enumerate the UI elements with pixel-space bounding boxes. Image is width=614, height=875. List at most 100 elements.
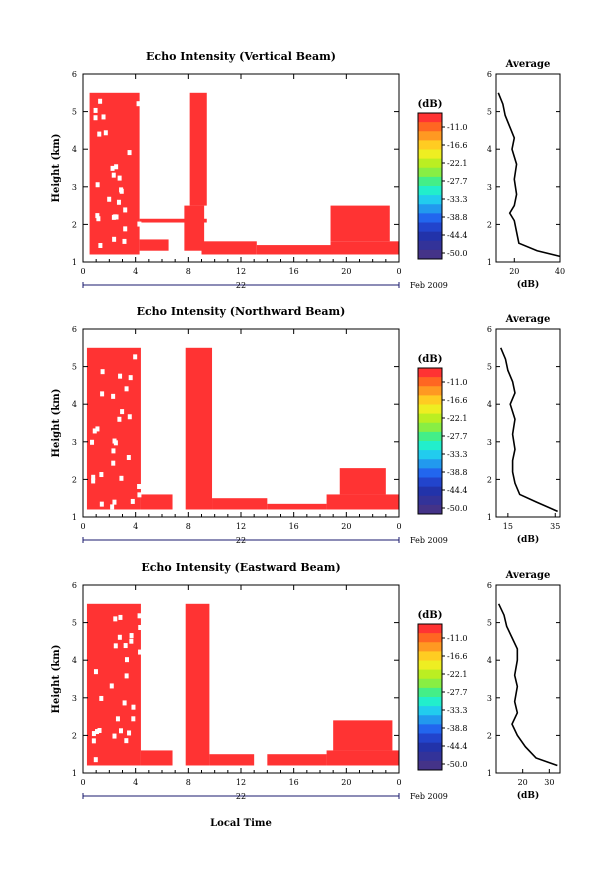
- colorbar-unit: (dB): [418, 99, 443, 110]
- colorbar-segment: [418, 176, 442, 187]
- y-tick-label: 1: [72, 513, 77, 522]
- echo-block: [185, 603, 210, 766]
- average-y-tick-label: 5: [487, 619, 492, 628]
- echo-gaps: [90, 354, 142, 510]
- average-title: Average: [505, 59, 551, 70]
- echo-gap: [128, 375, 133, 381]
- colorbar-segment: [418, 651, 442, 661]
- echo-gap: [98, 243, 103, 249]
- average-y-tick-label: 2: [487, 475, 492, 484]
- echo-gap: [93, 757, 98, 763]
- colorbar-label: -11.0: [447, 378, 468, 387]
- colorbar-label: -27.7: [447, 177, 468, 186]
- colorbar-label: -11.0: [447, 123, 468, 132]
- y-tick-label: 3: [72, 183, 77, 192]
- colorbar-segment: [418, 459, 442, 469]
- echo-gap: [113, 616, 118, 622]
- y-tick-label: 4: [72, 145, 77, 154]
- echo-gap: [100, 369, 105, 375]
- y-tick-label: 1: [72, 769, 77, 778]
- average-x-tick-label: 30: [544, 778, 554, 787]
- panel-title: Echo Intensity (Vertical Beam): [146, 50, 336, 63]
- colorbar-segment: [418, 131, 442, 141]
- colorbar-unit: (dB): [418, 610, 443, 621]
- echo-gap: [111, 172, 116, 178]
- echo-gap: [122, 238, 127, 244]
- y-tick-label: 2: [72, 220, 77, 229]
- echo-gap: [131, 716, 136, 722]
- echo-gap: [123, 207, 128, 213]
- colorbar-segment: [418, 167, 442, 178]
- colorbar-segment: [418, 486, 442, 497]
- echo-gap: [103, 130, 108, 136]
- echo-blocks: [86, 603, 399, 766]
- colorbar-label: -38.8: [447, 724, 468, 733]
- echo-gap: [99, 472, 104, 478]
- echo-block: [326, 750, 399, 766]
- echo-gap: [97, 131, 102, 137]
- y-tick-label: 4: [72, 656, 77, 665]
- echo-gap: [137, 221, 142, 227]
- echo-gap: [133, 354, 138, 360]
- colorbar-segment: [418, 431, 442, 442]
- colorbar-segment: [418, 113, 442, 123]
- date-label: Feb 2009: [410, 536, 448, 545]
- average-y-tick-label: 4: [487, 145, 492, 154]
- echo-block: [333, 720, 393, 751]
- average-frame: [495, 584, 561, 774]
- echo-gap: [123, 643, 128, 649]
- echo-gap: [119, 475, 124, 481]
- echo-gap: [112, 733, 117, 739]
- echo-block: [140, 494, 173, 510]
- echo-gap: [100, 391, 105, 397]
- colorbar-segment: [418, 678, 442, 689]
- echo-gap: [119, 188, 124, 194]
- x-tick-label: 4: [133, 522, 138, 531]
- day-label: 22: [236, 536, 246, 545]
- colorbar-segment: [418, 140, 442, 150]
- echo-gap: [115, 716, 120, 722]
- echo-gap: [98, 98, 103, 104]
- echo-gap: [120, 409, 125, 415]
- colorbar-segment: [418, 715, 442, 725]
- colorbar-segment: [418, 687, 442, 698]
- echo-block: [139, 218, 207, 223]
- colorbar-segment: [418, 222, 442, 233]
- echo-gap: [124, 673, 129, 679]
- x-axis-label: Local Time: [210, 818, 272, 829]
- y-tick-label: 6: [72, 325, 77, 334]
- colorbar-label: -16.6: [447, 652, 468, 661]
- echo-gap: [110, 504, 115, 510]
- echo-gap: [96, 216, 101, 222]
- echo-gap: [91, 731, 96, 737]
- echo-block: [189, 92, 207, 206]
- colorbar-label: -33.3: [447, 195, 468, 204]
- x-tick-label: 8: [186, 267, 191, 276]
- y-tick-label: 2: [72, 731, 77, 740]
- echo-block: [140, 750, 173, 766]
- average-frame: [495, 328, 561, 518]
- average-title: Average: [505, 570, 551, 581]
- colorbar-segment: [418, 231, 442, 242]
- average-y-tick-label: 4: [487, 656, 492, 665]
- average-y-tick-label: 3: [487, 183, 492, 192]
- colorbar-label: -38.8: [447, 213, 468, 222]
- average-y-tick-label: 1: [487, 513, 492, 522]
- echo-block: [267, 503, 327, 510]
- echo-gap: [127, 414, 132, 420]
- echo-gap: [110, 165, 115, 171]
- panel-title: Echo Intensity (Eastward Beam): [141, 561, 340, 574]
- echo-gap: [97, 727, 102, 733]
- echo-block: [330, 241, 399, 255]
- colorbar-segment: [418, 669, 442, 680]
- echo-gaps: [93, 98, 142, 249]
- echo-gap: [118, 614, 123, 620]
- day-label: 22: [236, 281, 246, 290]
- average-x-tick-label: 20: [518, 778, 528, 787]
- average-frame: [495, 73, 561, 263]
- average-y-tick-label: 2: [487, 220, 492, 229]
- colorbar-label: -11.0: [447, 634, 468, 643]
- echo-gaps: [91, 613, 143, 763]
- colorbar-segment: [418, 477, 442, 488]
